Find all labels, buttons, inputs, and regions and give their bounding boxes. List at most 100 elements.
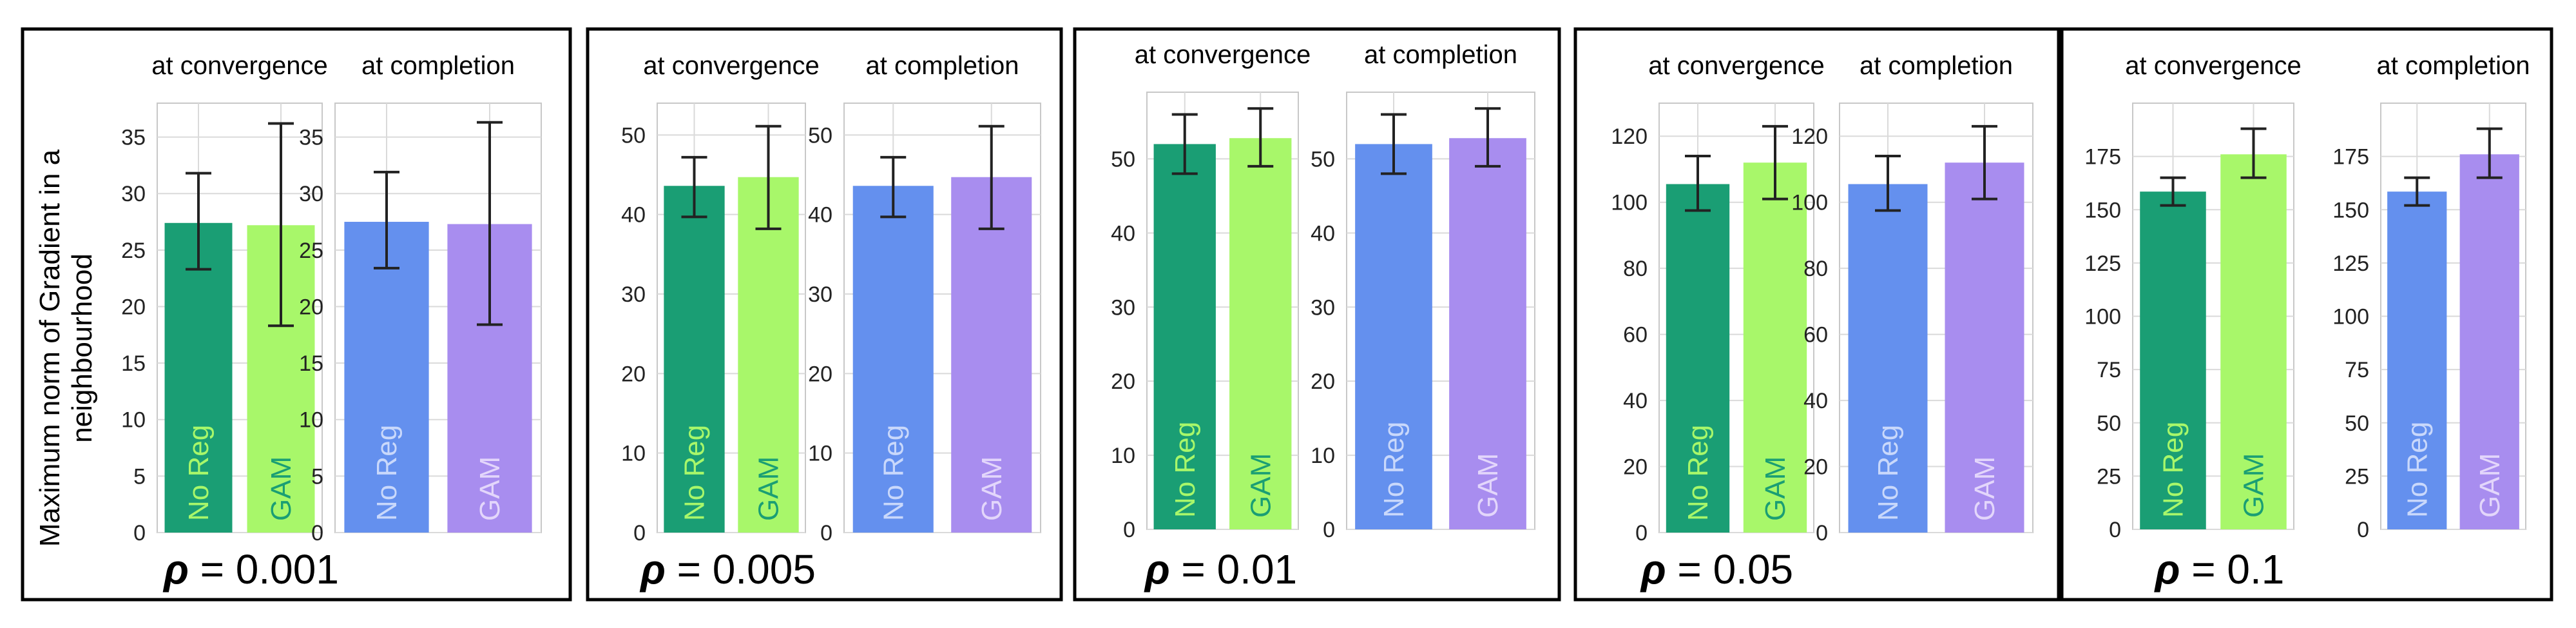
y-tick-label: 20 bbox=[1803, 455, 1828, 480]
y-tick-label: 15 bbox=[299, 351, 323, 376]
subplot-convergence: 0 25 50 75 100 125 150 175 No Reg GAM at convergen… bbox=[2084, 52, 2301, 542]
bar-gam bbox=[1945, 162, 2024, 533]
bar-no-reg bbox=[1355, 144, 1432, 529]
bar-label: No Reg bbox=[679, 425, 711, 521]
bar-gam bbox=[2220, 154, 2287, 529]
y-tick-label: 20 bbox=[299, 295, 323, 319]
rho-value: = 0.005 bbox=[666, 546, 816, 593]
y-tick-label: 5 bbox=[133, 464, 146, 489]
subplot-title: at completion bbox=[866, 52, 1019, 80]
y-tick-label: 25 bbox=[121, 239, 146, 263]
bar-no-reg bbox=[344, 222, 429, 533]
bar-label: No Reg bbox=[1682, 425, 1714, 521]
y-axis-label-line2: neighbourhood bbox=[66, 253, 98, 443]
subplot-completion: 0 10 20 30 40 50 No Reg GAM at completion bbox=[1311, 41, 1535, 542]
y-tick-label: 30 bbox=[808, 282, 832, 307]
panel-rho-2: 0 10 20 30 40 50 No Reg GAM at convergence 0 10 20 3… bbox=[1073, 27, 1561, 602]
subplot-title: at convergence bbox=[151, 52, 328, 80]
bar-gam bbox=[2459, 154, 2519, 529]
rho-caption: ρ = 0.1 bbox=[2154, 546, 2285, 593]
y-tick-label: 80 bbox=[1803, 257, 1828, 281]
rho-symbol: ρ bbox=[1640, 546, 1666, 593]
bar-label: No Reg bbox=[371, 425, 403, 521]
y-tick-label: 30 bbox=[121, 182, 146, 206]
y-tick-label: 35 bbox=[299, 126, 323, 150]
y-tick-label: 20 bbox=[1111, 369, 1135, 394]
y-tick-label: 150 bbox=[2084, 198, 2121, 222]
rho-symbol: ρ bbox=[162, 546, 189, 593]
bar-no-reg bbox=[1848, 184, 1928, 533]
subplot-title: at completion bbox=[1860, 52, 2013, 80]
rho-value: = 0.1 bbox=[2180, 546, 2284, 593]
rho-caption: ρ = 0.05 bbox=[1640, 546, 1793, 593]
y-tick-label: 0 bbox=[820, 521, 832, 545]
bar-gam bbox=[738, 177, 799, 533]
y-tick-label: 30 bbox=[299, 182, 323, 206]
subplot-completion: 0 25 50 75 100 125 150 175 No Reg GAM at completio… bbox=[2332, 52, 2530, 542]
y-tick-label: 10 bbox=[121, 408, 146, 433]
y-tick-label: 120 bbox=[1611, 124, 1648, 149]
panel-rho-0: 0 5 10 15 20 25 30 35 No Reg GAM at convergence 0 5 1… bbox=[21, 27, 572, 602]
bar-no-reg bbox=[2387, 191, 2447, 530]
subplot-title: at convergence bbox=[643, 52, 820, 80]
y-tick-label: 0 bbox=[1635, 521, 1648, 545]
y-tick-label: 125 bbox=[2332, 251, 2369, 276]
panel-frame bbox=[1073, 27, 1561, 602]
y-tick-label: 30 bbox=[1311, 295, 1335, 320]
y-tick-label: 20 bbox=[808, 362, 832, 386]
rho-caption: ρ = 0.005 bbox=[639, 546, 816, 593]
panel-frame bbox=[1573, 27, 2061, 602]
y-tick-label: 20 bbox=[1311, 369, 1335, 394]
bar-label: GAM bbox=[474, 456, 506, 521]
y-tick-label: 0 bbox=[1816, 521, 1828, 545]
y-tick-label: 0 bbox=[311, 521, 323, 545]
y-tick-label: 100 bbox=[1611, 191, 1648, 215]
rho-value: = 0.05 bbox=[1666, 546, 1794, 593]
y-tick-label: 20 bbox=[621, 362, 646, 386]
panel-frame bbox=[2060, 27, 2553, 602]
y-tick-label: 50 bbox=[808, 123, 832, 148]
y-tick-label: 15 bbox=[121, 351, 146, 376]
y-tick-label: 25 bbox=[299, 239, 323, 263]
subplot-convergence: 0 20 40 60 80 100 120 No Reg GAM at convergence bbox=[1611, 52, 1824, 545]
y-tick-label: 10 bbox=[1311, 444, 1335, 468]
rho-symbol: ρ bbox=[2154, 546, 2180, 593]
panel-rho-1: 0 10 20 30 40 50 No Reg GAM at convergence 0 10 20 3… bbox=[586, 27, 1063, 602]
bar-no-reg bbox=[1666, 184, 1730, 533]
y-tick-label: 35 bbox=[121, 126, 146, 150]
y-tick-label: 10 bbox=[299, 408, 323, 433]
subplot-title: at completion bbox=[1364, 41, 1517, 69]
y-tick-label: 50 bbox=[2345, 411, 2369, 436]
y-tick-label: 25 bbox=[2097, 464, 2121, 489]
bar-no-reg bbox=[1153, 144, 1216, 529]
y-tick-label: 40 bbox=[1111, 221, 1135, 246]
rho-value: = 0.01 bbox=[1170, 546, 1298, 593]
bar-gam bbox=[1229, 138, 1292, 530]
bar-label: No Reg bbox=[2401, 422, 2433, 518]
bar-label: GAM bbox=[753, 456, 785, 521]
y-tick-label: 50 bbox=[2097, 411, 2121, 436]
y-tick-label: 125 bbox=[2084, 251, 2121, 276]
subplot-title: at completion bbox=[361, 52, 515, 80]
rho-symbol: ρ bbox=[639, 546, 666, 593]
bar-label: GAM bbox=[1472, 453, 1504, 518]
y-tick-label: 10 bbox=[808, 442, 832, 466]
bar-gam bbox=[1743, 162, 1807, 533]
y-tick-label: 0 bbox=[2109, 518, 2121, 542]
panel-frame bbox=[21, 27, 572, 602]
panel-rho-3: 0 20 40 60 80 100 120 No Reg GAM at convergence 0 2… bbox=[1573, 27, 2061, 602]
y-tick-label: 10 bbox=[621, 442, 646, 466]
y-tick-label: 80 bbox=[1623, 257, 1648, 281]
y-tick-label: 75 bbox=[2097, 358, 2121, 382]
y-tick-label: 40 bbox=[1311, 221, 1335, 246]
y-tick-label: 10 bbox=[1111, 444, 1135, 468]
bar-label: No Reg bbox=[2158, 422, 2189, 518]
subplot-convergence: 0 10 20 30 40 50 No Reg GAM at convergence bbox=[621, 52, 820, 545]
y-tick-label: 60 bbox=[1623, 323, 1648, 348]
y-tick-label: 0 bbox=[1323, 518, 1335, 542]
bar-label: GAM bbox=[2238, 453, 2270, 518]
bar-label: GAM bbox=[1969, 456, 2001, 521]
panel-rho-4: 0 25 50 75 100 125 150 175 No Reg GAM at convergen… bbox=[2060, 27, 2553, 602]
bar-no-reg bbox=[164, 222, 233, 533]
